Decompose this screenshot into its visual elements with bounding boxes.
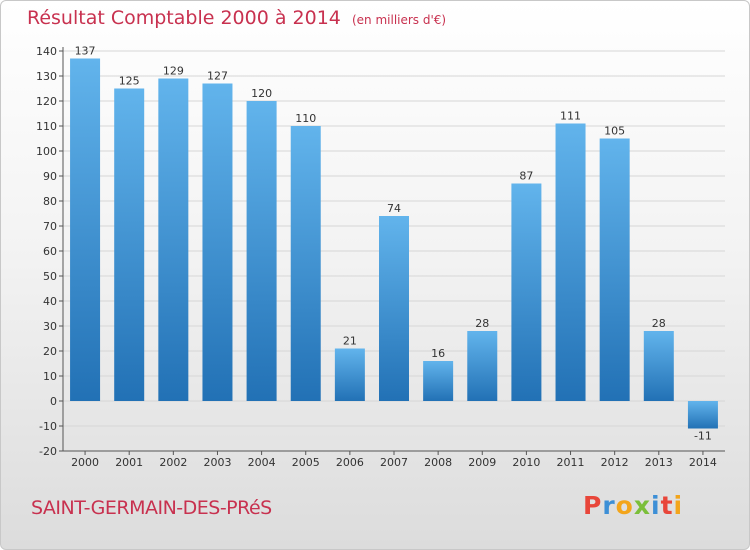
y-tick-label: 70 [43, 220, 57, 233]
chart-subtitle: (en milliers d'€) [351, 13, 447, 27]
data-label: 105 [604, 125, 625, 138]
bar [70, 58, 101, 401]
bars [70, 58, 718, 429]
chart-title: Résultat Comptable 2000 à 2014 [27, 7, 341, 29]
axes [59, 47, 725, 455]
data-label: 137 [75, 45, 96, 58]
bar [599, 138, 630, 401]
data-label: 87 [519, 170, 533, 183]
data-label: 127 [207, 70, 228, 83]
x-tick-label: 2007 [380, 456, 408, 469]
x-tick-label: 2008 [424, 456, 452, 469]
x-tick-label: 2002 [159, 456, 187, 469]
title-row: Résultat Comptable 2000 à 2014 (en milli… [27, 7, 446, 29]
x-tick-label: 2003 [203, 456, 231, 469]
x-tick-label: 2005 [292, 456, 320, 469]
x-tick-label: 2004 [248, 456, 276, 469]
x-tick-label: 2011 [557, 456, 585, 469]
logo-letter: t [660, 491, 674, 520]
bar [246, 101, 277, 401]
bar [423, 361, 454, 401]
logo-letter: x [633, 491, 651, 520]
y-tick-label: 20 [43, 345, 57, 358]
bar [687, 401, 718, 429]
bar [158, 78, 189, 401]
y-tick-label: 40 [43, 295, 57, 308]
y-tick-label: 10 [43, 370, 57, 383]
bar [643, 331, 674, 401]
x-tick-label: 2001 [115, 456, 143, 469]
place-name: SAINT-GERMAIN-DES-PRéS [31, 497, 272, 519]
x-tick-label: 2009 [468, 456, 496, 469]
y-tick-label: 140 [36, 45, 57, 58]
data-label: 111 [560, 110, 581, 123]
proxiti-logo[interactable]: Proxiti [583, 491, 683, 520]
y-tick-label: 130 [36, 70, 57, 83]
bar [511, 183, 542, 401]
bar [467, 331, 498, 401]
y-tick-label: -10 [39, 420, 57, 433]
logo-letter: i [651, 491, 661, 520]
data-label: -11 [694, 430, 712, 443]
logo-letter: r [602, 491, 616, 520]
y-tick-label: 50 [43, 270, 57, 283]
y-tick-label: 120 [36, 95, 57, 108]
logo-letter: P [583, 491, 603, 520]
data-label: 125 [119, 75, 140, 88]
bar [334, 348, 365, 401]
bar [114, 88, 145, 401]
bar [555, 123, 586, 401]
y-tick-label: 60 [43, 245, 57, 258]
y-tick-label: -20 [39, 445, 57, 458]
data-label: 74 [387, 202, 401, 215]
x-tick-label: 2010 [512, 456, 540, 469]
y-tick-label: 110 [36, 120, 57, 133]
x-tick-label: 2013 [645, 456, 673, 469]
data-label: 110 [295, 112, 316, 125]
y-tick-label: 30 [43, 320, 57, 333]
data-label: 16 [431, 347, 445, 360]
y-tick-label: 90 [43, 170, 57, 183]
y-tick-label: 80 [43, 195, 57, 208]
bar [290, 126, 321, 401]
data-label: 21 [343, 335, 357, 348]
logo-letter: o [615, 491, 634, 520]
bar [379, 216, 409, 401]
data-label: 28 [652, 317, 666, 330]
data-label: 129 [163, 65, 184, 78]
y-tick-label: 0 [50, 395, 57, 408]
x-tick-label: 2012 [601, 456, 629, 469]
logo-letter: i [673, 491, 684, 520]
y-tick-label: 100 [36, 145, 57, 158]
data-label: 120 [251, 87, 272, 100]
data-label: 28 [475, 317, 489, 330]
x-tick-label: 2000 [71, 456, 99, 469]
labels: -20 -10 0 10 20 30 40 50 60 70 80 90 100 110 120 130 140… [36, 45, 717, 470]
x-tick-label: 2014 [689, 456, 717, 469]
bar [202, 83, 233, 401]
x-tick-label: 2006 [336, 456, 364, 469]
